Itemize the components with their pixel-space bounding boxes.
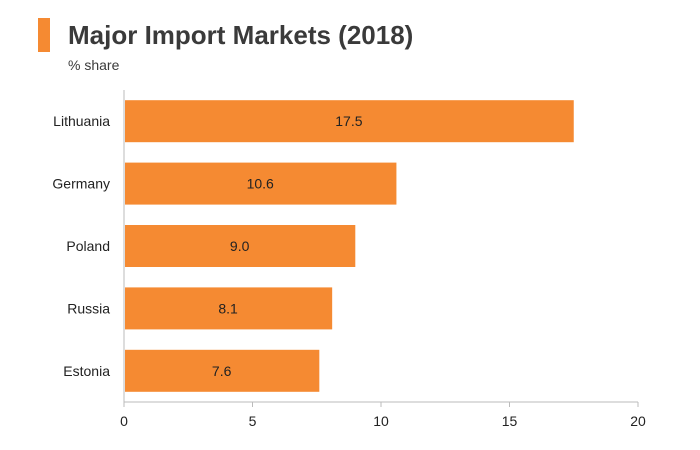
bar-lithuania (125, 100, 574, 143)
bar-poland (125, 225, 356, 267)
bar-russia (125, 287, 333, 330)
category-label-estonia: Estonia (63, 363, 110, 379)
category-label-lithuania: Lithuania (53, 113, 110, 129)
x-tick-label: 0 (120, 413, 128, 429)
category-label-germany: Germany (52, 176, 110, 192)
category-label-poland: Poland (66, 238, 110, 254)
data-label-poland: 9.0 (230, 238, 250, 254)
bar-estonia (125, 349, 320, 392)
x-tick-label: 20 (630, 413, 646, 429)
y-axis-labels: Lithuania Germany Poland Russia Estonia (52, 113, 110, 379)
x-tick-label: 15 (502, 413, 518, 429)
bar-germany (125, 162, 397, 205)
chart-title: Major Import Markets (2018) (68, 20, 414, 50)
data-label-lithuania: 17.5 (335, 113, 362, 129)
category-label-russia: Russia (67, 300, 110, 316)
chart-subtitle: % share (68, 57, 120, 73)
x-tick-label: 10 (373, 413, 389, 429)
x-axis-ticks: 0 5 10 15 20 (120, 402, 646, 429)
data-label-germany: 10.6 (247, 176, 274, 192)
title-accent-bar (38, 18, 50, 52)
x-tick-label: 5 (249, 413, 257, 429)
data-label-russia: 8.1 (218, 300, 238, 316)
bar-series: 17.5 10.6 9.0 8.1 7.6 (125, 100, 574, 392)
data-label-estonia: 7.6 (212, 363, 232, 379)
